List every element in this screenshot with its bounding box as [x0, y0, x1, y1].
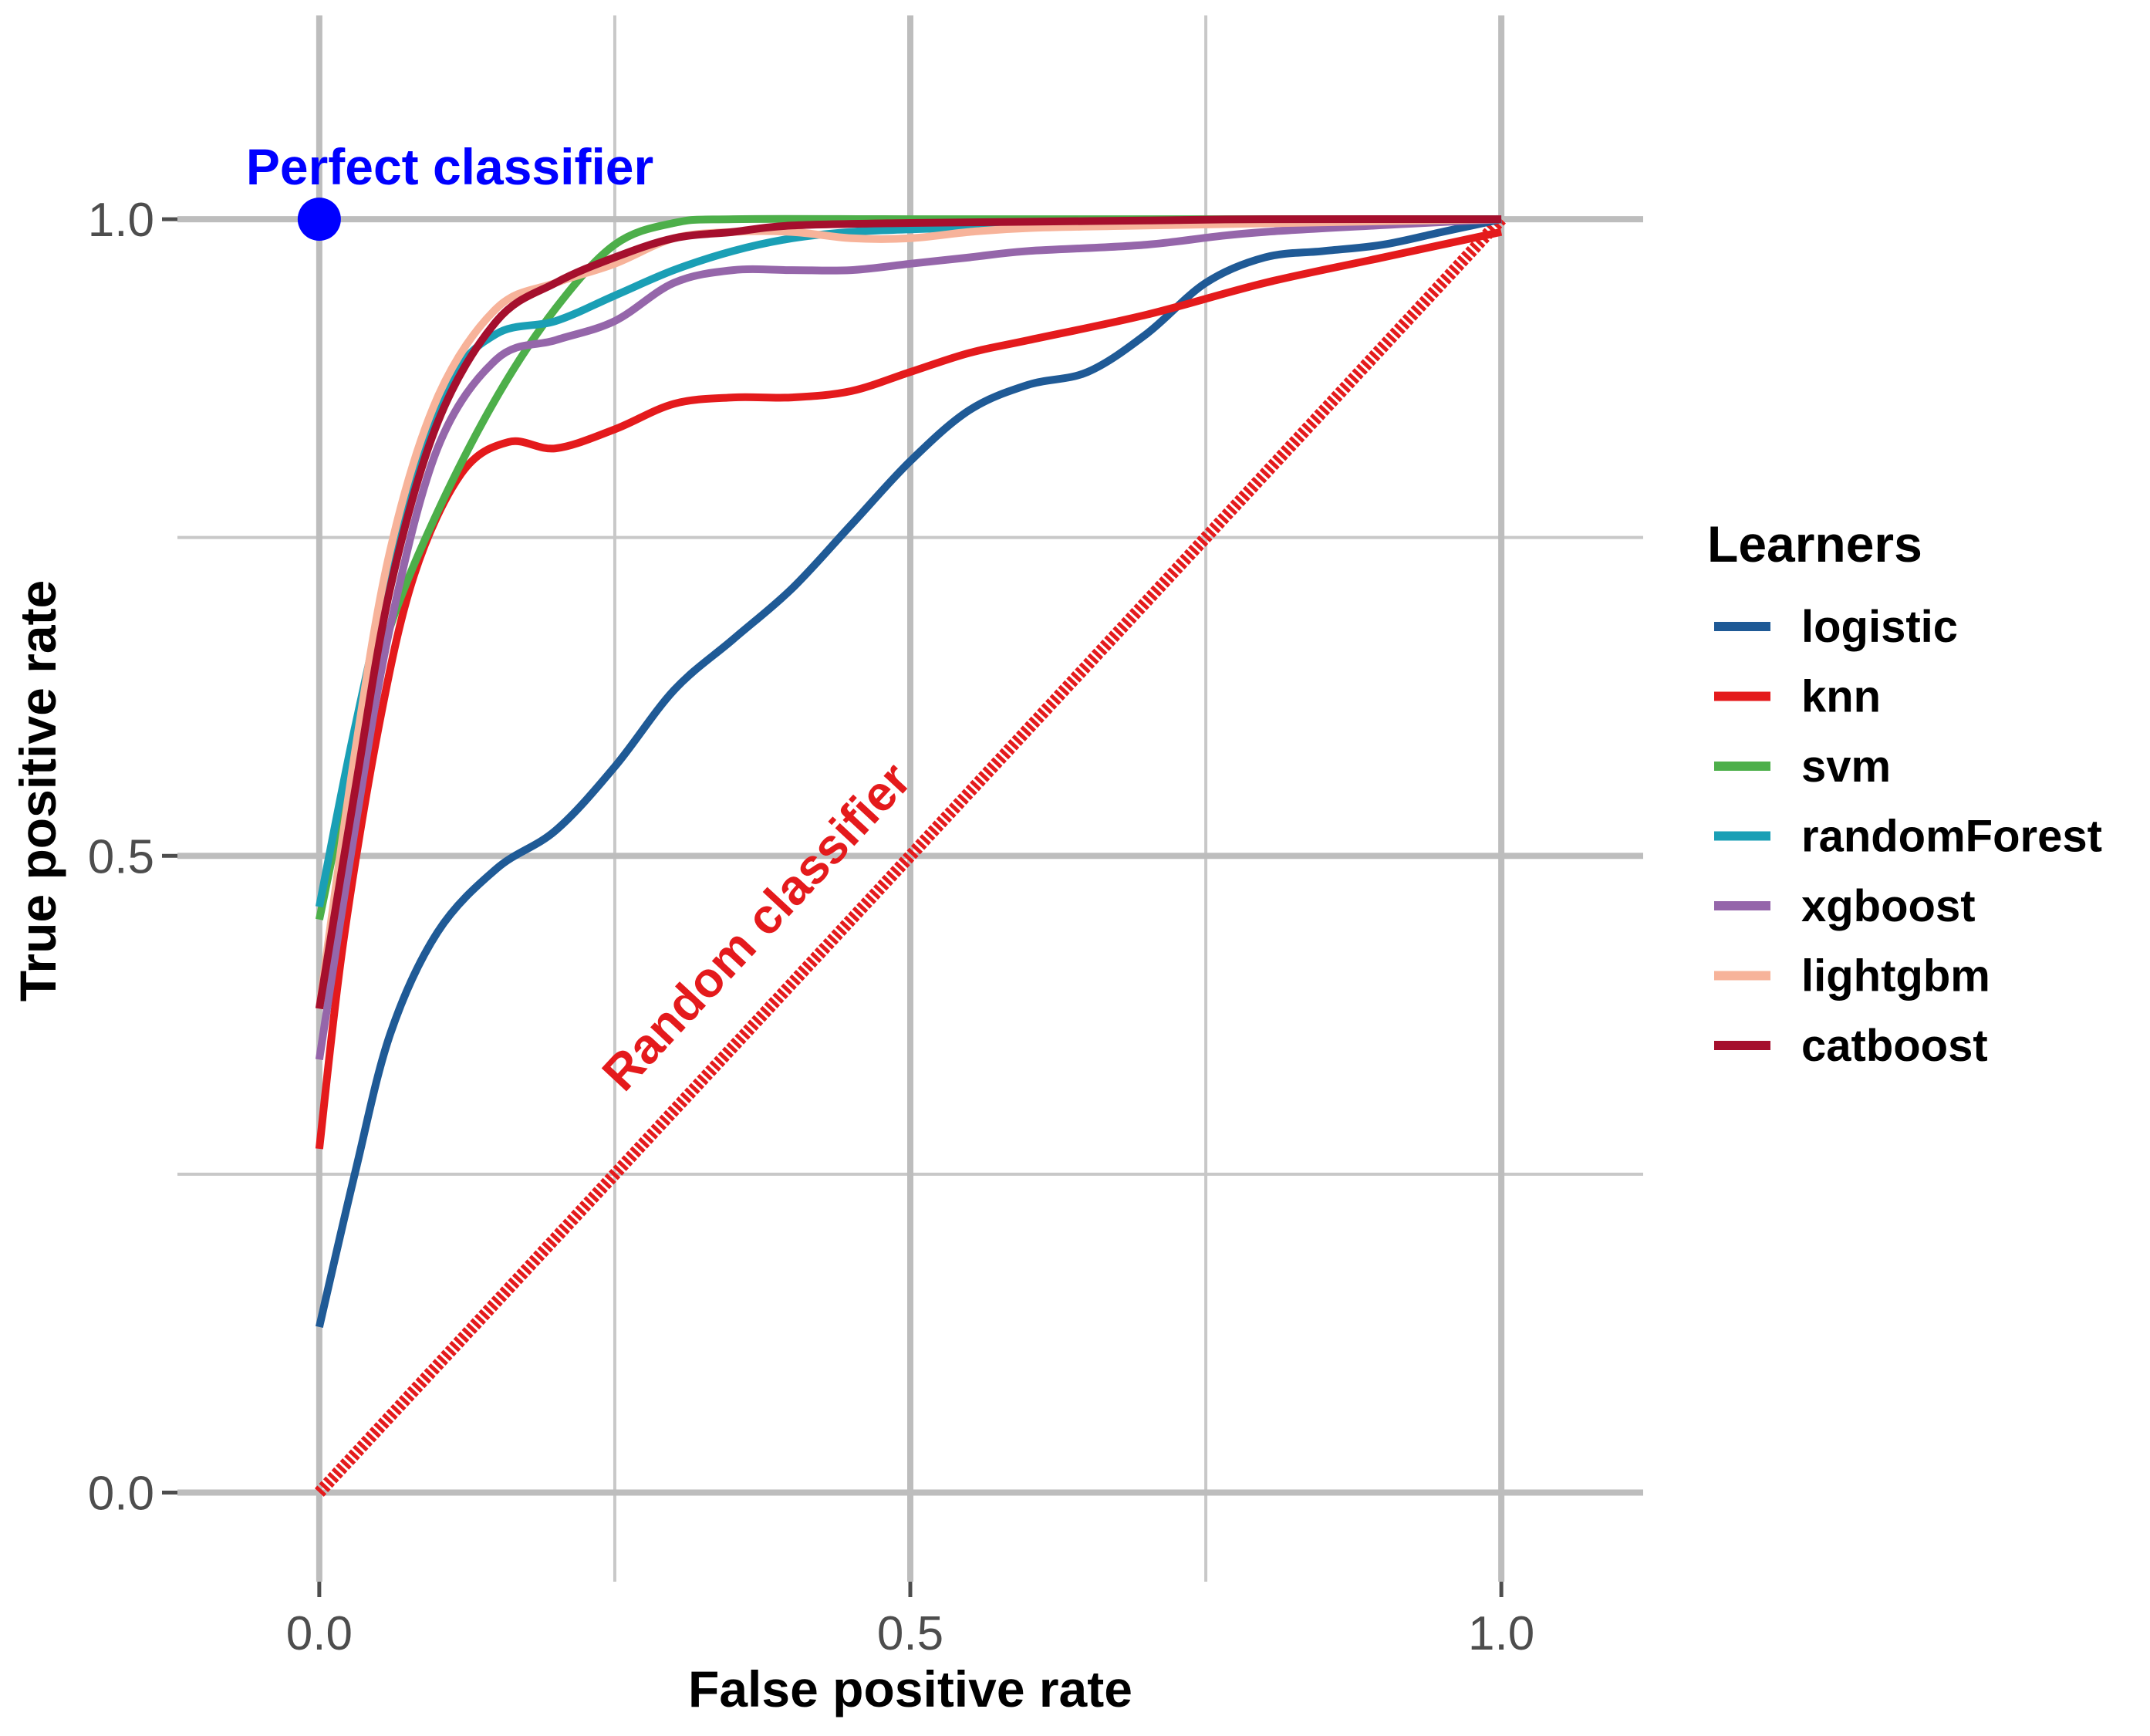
random-classifier-label: Random classifier	[592, 751, 922, 1101]
legend-title: Learners	[1707, 515, 1922, 572]
legend-item-knn: knn	[1714, 672, 1881, 722]
legend-item-lightgbm: lightgbm	[1714, 951, 1990, 1001]
legend-item-logistic: logistic	[1714, 602, 1958, 652]
y-tick-label: 0.0	[88, 1467, 154, 1520]
y-tick-label: 0.5	[88, 830, 154, 883]
random-classifier-line	[315, 214, 1506, 1497]
legend-item-catboost: catboost	[1714, 1021, 1988, 1071]
series-line-knn	[315, 228, 1503, 1150]
legend-label: xgboost	[1801, 881, 1976, 931]
x-tick-label: 0.5	[877, 1607, 943, 1660]
series-line-xgboost	[315, 215, 1502, 1061]
legend-label: knn	[1801, 672, 1881, 722]
y-tick-label: 1.0	[88, 194, 154, 247]
x-tick-label: 0.0	[286, 1607, 353, 1660]
perfect-classifier-label: Perfect classifier	[246, 138, 653, 195]
x-tick-label: 1.0	[1468, 1607, 1534, 1660]
series-line-catboost	[315, 214, 1502, 1010]
perfect-classifier-dot	[297, 198, 341, 241]
legend-label: catboost	[1801, 1021, 1988, 1071]
y-axis-title: True positive rate	[9, 580, 66, 1002]
series-layer	[315, 214, 1503, 1329]
series-line-logistic	[316, 215, 1503, 1329]
x-axis-title: False positive rate	[688, 1660, 1132, 1717]
legend-items: logistic knn svm randomForest xgboost lightgb…	[1714, 602, 2102, 1071]
legend-item-svm: svm	[1714, 741, 1891, 792]
legend-label: randomForest	[1801, 812, 2102, 862]
legend-item-randomForest: randomForest	[1714, 812, 2102, 862]
random-classifier-diagonal	[315, 214, 1506, 1497]
x-axis-ticks: 0.0 0.5 1.0	[286, 1582, 1534, 1660]
y-axis-ticks: 0.0 0.5 1.0	[88, 194, 177, 1520]
legend-label: logistic	[1801, 602, 1958, 652]
legend: Learners logistic knn svm randomForest xgboo…	[1707, 515, 2102, 1071]
legend-item-xgboost: xgboost	[1714, 881, 1976, 931]
perfect-classifier-point	[297, 198, 341, 241]
legend-label: lightgbm	[1801, 951, 1990, 1001]
legend-label: svm	[1801, 741, 1891, 792]
